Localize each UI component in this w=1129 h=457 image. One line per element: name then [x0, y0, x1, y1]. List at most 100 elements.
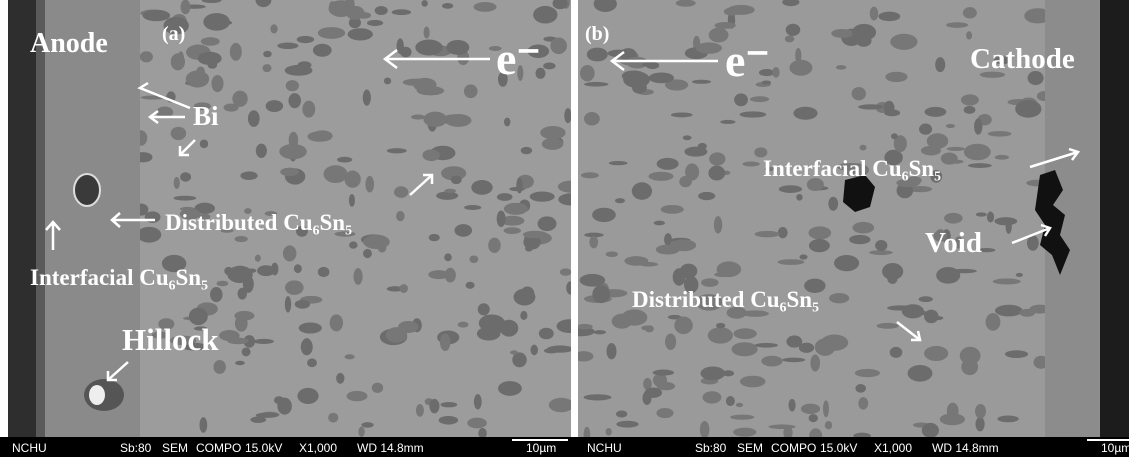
info-text: NCHU: [587, 441, 622, 455]
phase-blob: [858, 397, 868, 410]
phase-blob: [248, 110, 260, 127]
phase-blob: [392, 9, 411, 15]
phase-blob: [403, 79, 430, 86]
phase-blob: [295, 300, 310, 309]
phase-blob: [464, 84, 478, 98]
phase-blob: [831, 29, 853, 38]
info-text: SEM: [737, 441, 763, 455]
phase-blob: [263, 51, 272, 58]
phase-blob: [700, 421, 709, 438]
phase-blob: [809, 414, 818, 422]
phase-blob: [478, 428, 487, 439]
phase-blob: [471, 180, 492, 195]
info-text: 10µm: [1101, 441, 1129, 455]
phase-blob: [285, 65, 313, 76]
phase-blob: [564, 108, 571, 123]
phase-blob: [584, 394, 612, 400]
info-text: NCHU: [12, 441, 47, 455]
phase-blob: [285, 296, 291, 312]
phase-blob: [944, 213, 963, 224]
phase-blob: [1015, 100, 1041, 118]
phase-blob: [285, 280, 304, 295]
phase-blob: [257, 265, 275, 276]
interfacial-label: Interfacial Cu₆Sn₅: [30, 265, 208, 290]
info-text: 10µm: [526, 441, 556, 455]
phase-blob: [716, 323, 725, 328]
phase-blob: [1020, 309, 1036, 317]
phase-blob: [533, 6, 557, 24]
info-text: 15.0kV: [820, 441, 857, 455]
phase-blob: [648, 172, 673, 181]
phase-blob: [474, 2, 497, 12]
phase-blob: [645, 387, 662, 397]
phase-blob: [538, 216, 557, 231]
phase-blob: [375, 6, 388, 15]
phase-blob: [422, 149, 439, 161]
phase-blob: [421, 0, 427, 7]
phase-blob: [441, 402, 458, 407]
phase-blob: [201, 37, 220, 46]
phase-blob: [224, 267, 233, 275]
phase-blob: [860, 145, 867, 151]
phase-blob: [547, 345, 573, 352]
phase-blob: [250, 417, 266, 423]
phase-blob: [207, 20, 232, 26]
phase-blob: [987, 212, 994, 223]
phase-blob: [253, 339, 273, 344]
info-text: SEM: [162, 441, 188, 455]
info-text: COMPO: [196, 441, 241, 455]
phase-blob: [234, 311, 254, 321]
phase-blob: [297, 388, 318, 404]
phase-blob: [855, 369, 880, 377]
phase-blob: [1006, 219, 1012, 234]
phase-blob: [720, 120, 735, 124]
phase-blob: [488, 238, 500, 253]
phase-blob: [674, 317, 693, 335]
phase-blob: [549, 398, 574, 412]
phase-blob: [530, 345, 538, 356]
phase-blob: [995, 305, 1023, 317]
phase-blob: [336, 373, 344, 384]
phase-blob: [701, 278, 719, 287]
phase-blob: [732, 342, 758, 356]
phase-blob: [467, 418, 487, 429]
phase-blob: [946, 124, 955, 128]
phase-blob: [516, 178, 523, 194]
electron-label: e⁻: [496, 33, 541, 84]
phase-blob: [761, 356, 782, 367]
phase-blob: [329, 1, 336, 11]
panel-label: (a): [162, 23, 185, 45]
phase-blob: [277, 398, 291, 415]
phase-blob: [521, 147, 532, 154]
phase-blob: [520, 311, 527, 320]
phase-blob: [698, 192, 715, 200]
phase-blob: [417, 86, 445, 95]
phase-blob: [925, 107, 947, 117]
phase-blob: [779, 185, 802, 193]
phase-blob: [196, 66, 205, 76]
phase-blob: [1005, 350, 1028, 358]
phase-blob: [927, 133, 949, 149]
phase-blob: [347, 391, 368, 401]
phase-blob: [365, 176, 374, 193]
phase-blob: [740, 111, 767, 117]
phase-blob: [653, 370, 674, 376]
phase-blob: [649, 72, 674, 83]
phase-blob: [785, 35, 795, 42]
phase-blob: [301, 339, 313, 356]
phase-blob: [464, 205, 481, 210]
phase-blob: [924, 346, 948, 361]
phase-blob: [353, 268, 362, 285]
phase-blob: [708, 166, 725, 181]
phase-blob: [808, 226, 831, 239]
phase-blob: [995, 155, 1009, 160]
phase-blob: [665, 333, 676, 350]
phase-blob: [444, 253, 451, 261]
phase-blob: [884, 101, 895, 115]
phase-blob: [411, 115, 425, 120]
phase-blob: [616, 421, 638, 428]
phase-blob: [890, 347, 903, 358]
phase-blob: [616, 410, 627, 417]
phase-blob: [661, 205, 684, 214]
phase-blob: [885, 72, 907, 82]
